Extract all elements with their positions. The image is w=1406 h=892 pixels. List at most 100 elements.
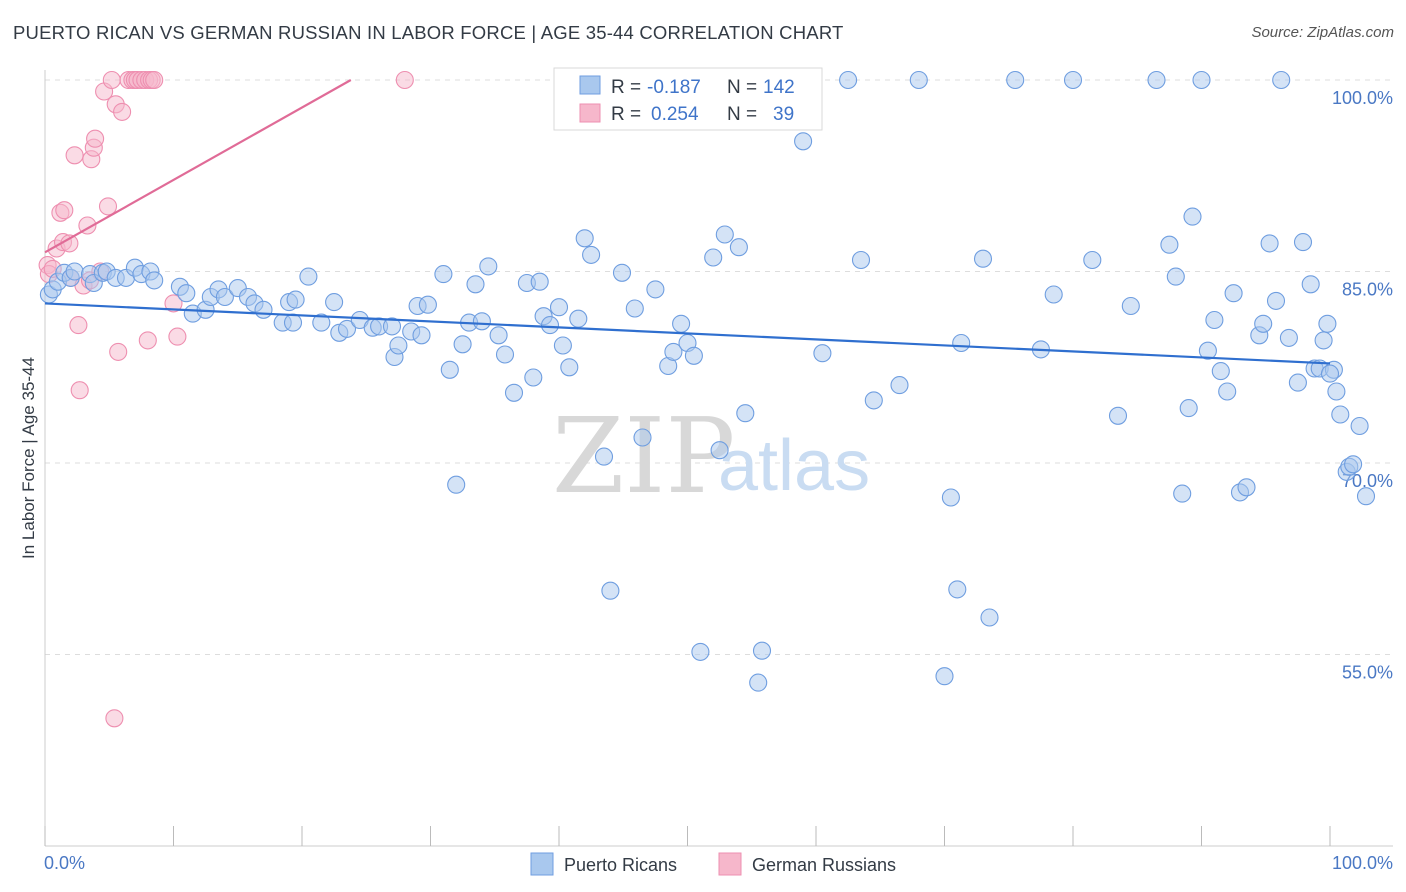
legend-label-puerto-ricans: Puerto Ricans	[564, 855, 677, 875]
puerto-rican-point-119	[1237, 478, 1256, 497]
legend-label-german-russians: German Russians	[752, 855, 896, 875]
puerto-rican-point-53	[479, 257, 498, 276]
puerto-rican-point-45	[418, 295, 437, 314]
x-tick-label-max: 100.0%	[1332, 853, 1393, 873]
puerto-rican-point-82	[715, 225, 734, 244]
source-label: Source: ZipAtlas.com	[1251, 24, 1394, 41]
german-russian-point-38	[395, 70, 414, 90]
puerto-rican-point-140	[1356, 487, 1376, 506]
puerto-rican-point-106	[1121, 296, 1140, 316]
stats-r-value-pink: 0.254	[651, 104, 699, 125]
stats-r-value-blue: -0.187	[647, 77, 701, 98]
puerto-rican-point-5	[65, 262, 84, 281]
puerto-rican-point-98	[973, 249, 993, 268]
puerto-rican-point-83	[729, 238, 748, 257]
watermark-zip: ZIP	[552, 395, 735, 517]
puerto-rican-point-96	[948, 580, 967, 599]
puerto-rican-point-108	[1160, 235, 1179, 254]
puerto-rican-point-100	[1006, 70, 1025, 90]
puerto-rican-point-55	[495, 345, 515, 364]
puerto-rican-point-35	[337, 319, 357, 338]
puerto-rican-point-116	[1218, 382, 1237, 401]
puerto-rican-point-117	[1224, 284, 1243, 303]
y-tick-label-100: 100.0%	[1332, 88, 1393, 108]
legend-swatch-german-russians	[718, 852, 742, 876]
puerto-rican-point-85	[749, 673, 768, 692]
puerto-rican-point-31	[299, 267, 318, 286]
stats-n-label-pink: N =	[727, 104, 757, 125]
stats-r-label-blue: R =	[611, 77, 641, 98]
trend-line-puerto-ricans	[44, 302, 1331, 365]
puerto-rican-point-139	[1350, 416, 1369, 436]
stats-n-value-blue: 142	[763, 77, 795, 98]
puerto-rican-point-58	[524, 368, 543, 387]
puerto-rican-point-44	[412, 326, 431, 345]
puerto-rican-point-115	[1211, 362, 1230, 381]
puerto-rican-point-54	[489, 326, 508, 345]
german-russian-point-35	[138, 331, 157, 350]
german-russian-point-17	[86, 129, 105, 148]
puerto-rican-point-48	[447, 475, 466, 494]
puerto-rican-point-114	[1205, 310, 1224, 330]
puerto-rican-point-127	[1293, 233, 1313, 252]
watermark: ZIP atlas	[552, 395, 870, 517]
puerto-rican-point-71	[625, 299, 644, 318]
puerto-rican-point-91	[864, 391, 883, 410]
y-axis-label: In Labor Force | Age 35-44	[19, 357, 38, 559]
german-russian-point-24	[109, 342, 128, 361]
puerto-rican-point-49	[453, 335, 472, 354]
puerto-rican-point-110	[1179, 399, 1198, 418]
x-ticks	[44, 826, 1331, 846]
puerto-rican-point-143	[851, 250, 871, 270]
puerto-rican-point-107	[1147, 70, 1166, 90]
puerto-rican-point-59	[530, 272, 549, 291]
puerto-rican-point-70	[612, 263, 632, 282]
series-puerto-ricans-points	[39, 70, 1376, 692]
puerto-rican-point-30	[283, 313, 303, 332]
german-russian-point-20	[98, 197, 118, 216]
german-russian-point-9	[65, 146, 84, 165]
puerto-rican-point-92	[890, 376, 909, 395]
legend-swatch-puerto-ricans	[530, 852, 554, 876]
puerto-rican-point-113	[1198, 341, 1217, 360]
y-tick-label-85: 85.0%	[1342, 280, 1393, 300]
stats-n-label-blue: N =	[727, 77, 757, 98]
x-tick-label-min: 0.0%	[44, 853, 85, 873]
puerto-rican-point-15	[145, 271, 164, 290]
puerto-rican-point-68	[594, 447, 614, 466]
puerto-rican-point-22	[215, 287, 234, 307]
puerto-rican-point-124	[1272, 70, 1291, 90]
puerto-rican-point-131	[1314, 331, 1333, 350]
puerto-rican-point-63	[553, 336, 572, 355]
puerto-rican-point-26	[254, 300, 273, 319]
trend-line-german-russians	[44, 79, 352, 254]
stats-swatch-blue	[579, 75, 601, 95]
puerto-rican-point-97	[952, 333, 971, 353]
german-russian-point-37	[168, 327, 187, 346]
german-russian-point-11	[70, 381, 89, 400]
puerto-rican-point-64	[560, 358, 579, 377]
puerto-rican-point-142	[1166, 267, 1185, 286]
puerto-rican-point-66	[575, 229, 594, 248]
puerto-rican-point-94	[935, 667, 954, 686]
puerto-rican-point-41	[389, 336, 408, 355]
puerto-rican-point-89	[813, 344, 832, 363]
y-tick-labels: 55.0%70.0%85.0%100.0%	[1332, 88, 1393, 683]
puerto-rican-point-90	[839, 70, 858, 90]
puerto-rican-point-80	[704, 248, 723, 267]
puerto-rican-point-61	[540, 316, 560, 335]
puerto-rican-point-39	[382, 317, 402, 336]
stats-legend-box: R = -0.187 N = 142 R = 0.254 N = 39	[553, 67, 823, 131]
bottom-legend: Puerto Ricans German Russians	[530, 852, 896, 876]
puerto-rican-point-99	[980, 608, 999, 627]
puerto-rican-point-65	[569, 309, 588, 328]
puerto-rican-point-17	[177, 284, 196, 303]
puerto-rican-point-134	[1327, 382, 1346, 401]
puerto-rican-point-132	[1318, 314, 1337, 333]
puerto-rican-point-78	[684, 346, 703, 365]
puerto-rican-point-46	[434, 265, 453, 284]
watermark-atlas: atlas	[718, 426, 870, 506]
puerto-rican-point-62	[549, 298, 569, 317]
series-german-russians-points	[38, 70, 414, 728]
